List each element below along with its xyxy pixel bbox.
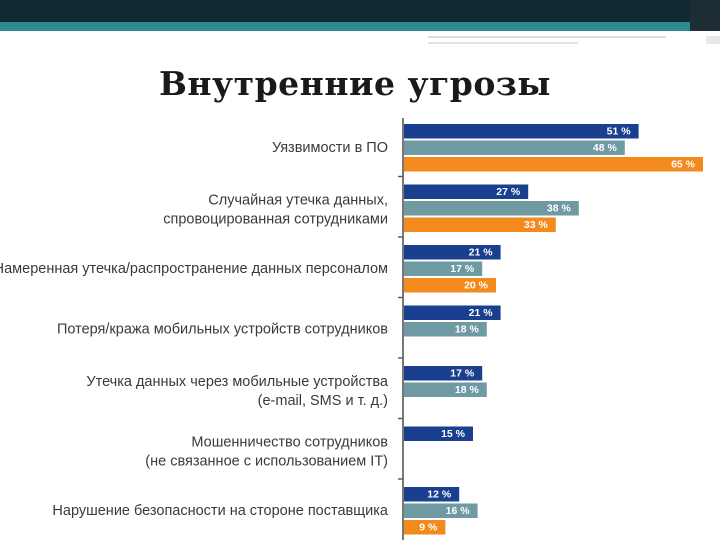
category-label: Случайная утечка данных, — [208, 192, 388, 208]
data-label: 65 % — [671, 159, 696, 171]
slide-title: Внутренние угрозы — [158, 64, 552, 103]
decorative-line — [428, 36, 666, 38]
decorative-line — [706, 36, 720, 44]
bar-series2 — [404, 382, 487, 397]
data-label: 16 % — [446, 505, 471, 517]
data-label: 17 % — [450, 368, 475, 380]
header-teal-band — [0, 22, 720, 31]
bar-series3 — [404, 157, 703, 172]
bar-series2 — [404, 140, 625, 155]
data-label: 27 % — [496, 186, 521, 198]
data-label: 17 % — [450, 263, 475, 275]
data-label: 18 % — [455, 324, 480, 336]
bar-series3 — [404, 278, 496, 293]
bar-series3 — [404, 520, 446, 535]
data-label: 15 % — [441, 428, 466, 440]
bar-series1 — [404, 426, 473, 441]
bar-series2 — [404, 503, 478, 518]
bar-series1 — [404, 184, 529, 199]
data-label: 33 % — [524, 219, 549, 231]
header-dark-band — [0, 0, 720, 22]
bar-series1 — [404, 124, 639, 139]
data-label: 38 % — [547, 203, 572, 215]
data-label: 48 % — [593, 142, 618, 154]
header-corner-block — [690, 0, 720, 31]
data-label: 18 % — [455, 384, 480, 396]
bar-series1 — [404, 487, 460, 502]
bar-series1 — [404, 366, 483, 381]
bar-series1 — [404, 245, 501, 260]
data-label: 21 % — [469, 247, 494, 259]
bar-series2 — [404, 201, 579, 216]
category-label: Намеренная утечка/распространение данных… — [0, 261, 388, 277]
category-label: Нарушение безопасности на стороне постав… — [52, 503, 389, 519]
bar-series2 — [404, 322, 487, 337]
data-label: 9 % — [419, 522, 438, 534]
bar-series3 — [404, 217, 556, 232]
bar-series1 — [404, 305, 501, 320]
category-label: спровоцированная сотрудниками — [163, 211, 388, 227]
data-label: 20 % — [464, 280, 489, 292]
category-label: (не связанное с использованием IT) — [145, 453, 388, 469]
category-label: Уязвимости в ПО — [272, 140, 388, 156]
bar-series2 — [404, 261, 483, 276]
category-label: (e-mail, SMS и т. д.) — [258, 393, 388, 409]
category-label: Потеря/кража мобильных устройств сотрудн… — [57, 321, 388, 337]
data-label: 51 % — [607, 126, 632, 138]
decorative-line — [428, 42, 578, 44]
data-label: 21 % — [469, 307, 494, 319]
category-label: Мошенничество сотрудников — [191, 434, 388, 450]
data-label: 12 % — [427, 489, 452, 501]
category-label: Утечка данных через мобильные устройства — [86, 374, 389, 390]
